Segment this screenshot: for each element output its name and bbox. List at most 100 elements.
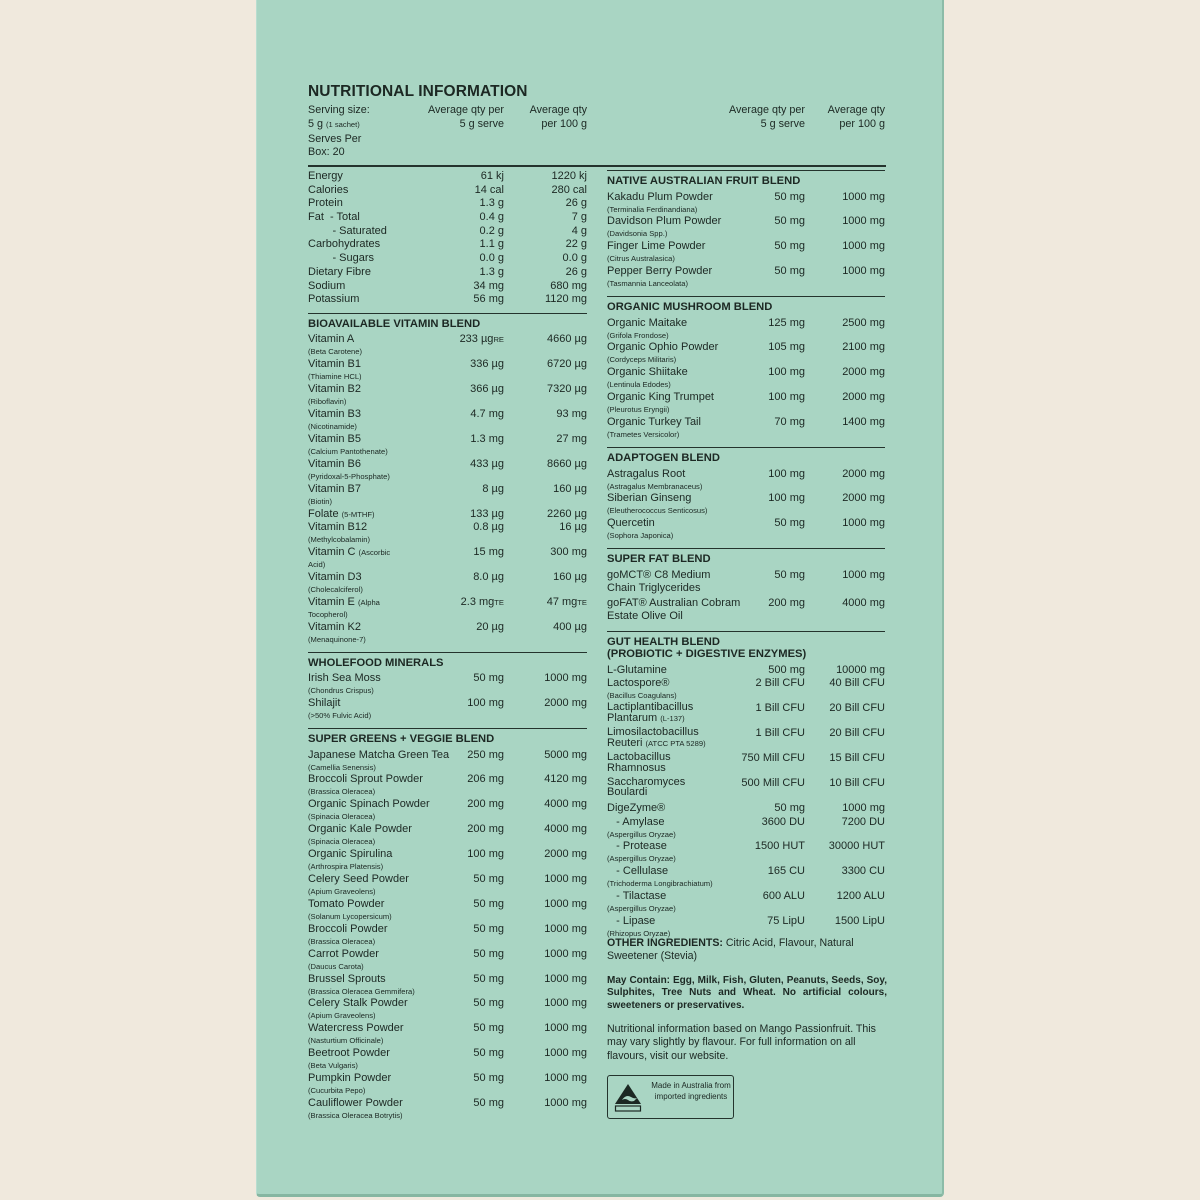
nutrient-name: DigeZyme®	[607, 802, 885, 815]
nutrient-row: Pumpkin Powder (Cucurbita Pepo) 50 mg 1000 …	[308, 1072, 587, 1097]
nutrient-row: Vitamin B3 (Nicotinamide) 4.7 mg 93 mg	[308, 408, 587, 433]
per-100g-value: 1000 mg	[544, 1072, 587, 1085]
nutrient-name: Vitamin D3	[308, 571, 587, 584]
per-serve-value: 4.7 mg	[470, 408, 504, 421]
nutrient-name-text: Brussel Sprouts	[308, 972, 386, 985]
per-serve-amount: 250 mg	[467, 748, 504, 761]
nutrient-source: (Riboflavin)	[308, 397, 347, 407]
nutrient-row: Vitamin B12 (Methylcobalamin) 0.8 µg 16 µg	[308, 521, 587, 546]
nutrient-name-text: Beetroot Powder	[308, 1047, 390, 1060]
nutrient-source: (Eleutherococcus Senticosus)	[607, 506, 708, 516]
per-100g-amount: 2000 mg	[842, 492, 885, 505]
per-100g-amount: 4000 mg	[544, 798, 587, 811]
nutrient-name: Vitamin C (Ascorbic	[308, 546, 587, 559]
nutrient-row: Calories 14 cal 280 cal	[308, 184, 587, 198]
nutrition-section: BIOAVAILABLE VITAMIN BLEND Vitamin A (Beta…	[308, 312, 587, 652]
per-serve-value: 1500 HUT	[755, 840, 805, 853]
nutrient-source: (L-137)	[660, 713, 685, 723]
other-ingredients-text: Citric Acid, Flavour, Natural Sweetener …	[607, 937, 854, 963]
nutrient-name: Celery Seed Powder	[308, 873, 587, 886]
nutrient-name: Vitamin B1	[308, 358, 587, 371]
nutrient-name: Davidson Plum Powder	[607, 215, 885, 228]
per-serve-value: 500 Mill CFU	[741, 777, 805, 790]
nutrient-name: goFAT® Australian Cobram Estate Olive Oi…	[607, 597, 885, 624]
nutrient-name-text: Vitamin K2	[308, 620, 361, 633]
per-serve-amount: 50 mg	[473, 897, 504, 910]
nutrient-source: (Thiamine HCL)	[308, 372, 362, 382]
per-serve-value: 366 µg	[470, 383, 504, 396]
per-100g-amount: 30000 HUT	[828, 840, 885, 853]
per-100g-amount: 1000 mg	[544, 672, 587, 685]
nutrient-row: Energy 61 kj 1220 kj	[308, 170, 587, 184]
per-serve-value: 50 mg	[774, 215, 805, 228]
nutrient-name: - Lipase	[607, 915, 885, 928]
per-serve-amount: 14 cal	[474, 183, 504, 196]
nutrient-source: (Spinacia Oleracea)	[308, 812, 376, 822]
per-100g-amount: 2000 mg	[544, 848, 587, 861]
per-100g-amount: 4 g	[571, 224, 587, 237]
per-serve-amount: 100 mg	[768, 391, 805, 404]
per-serve-amount: 100 mg	[768, 366, 805, 379]
nutrition-section: Energy 61 kj 1220 kj Calories 14 cal 280 cal P…	[308, 170, 587, 313]
per-serve-value: 206 mg	[467, 773, 504, 786]
per-100g-value: 26 g	[566, 197, 587, 211]
per-serve-value: 56 mg	[473, 293, 504, 307]
nutrient-name-text: Vitamin A	[308, 333, 355, 346]
per-100g-value: 7320 µg	[547, 383, 587, 396]
per-serve-amount: 1 Bill CFU	[755, 727, 805, 740]
per-serve-amount: 34 mg	[473, 279, 504, 292]
serving-size-note: (1 sachet)	[326, 119, 360, 129]
per-100g-amount: 3300 CU	[841, 865, 885, 878]
per-100g-amount: 4660 µg	[547, 333, 587, 346]
nutrient-row: Lactobacillus Rhamnosus 750 Mill CFU 15 Bi…	[607, 752, 885, 777]
nutrient-name-text: Irish Sea Moss	[308, 672, 381, 685]
nutrient-name-text: Vitamin E	[308, 595, 355, 608]
per-100g-value: 1000 mg	[842, 240, 885, 253]
per-serve-amount: 50 mg	[473, 1047, 504, 1060]
divider	[308, 165, 886, 167]
per-serve-value: 165 CU	[768, 865, 805, 878]
nutrient-name-text: Vitamin B6	[308, 457, 361, 470]
per-serve-value: 3600 DU	[762, 816, 805, 829]
per-100g-value: 27 mg	[556, 433, 587, 446]
per-serve-value: 50 mg	[473, 1022, 504, 1035]
per-100g-amount: 7200 DU	[841, 815, 885, 828]
per-100g-value: 20 Bill CFU	[829, 727, 885, 740]
per-100g-amount: 1000 mg	[544, 972, 587, 985]
nutrient-source: (Tasmannia Lanceolata)	[607, 279, 689, 289]
nutrient-row: Vitamin B2 (Riboflavin) 366 µg 7320 µg	[308, 383, 587, 408]
nutrient-name: Organic Ophio Powder	[607, 341, 885, 354]
nutrient-source: (Alpha	[357, 597, 380, 607]
section-heading: BIOAVAILABLE VITAMIN BLEND	[308, 317, 481, 330]
col-header-per-100g: Average qty per 100 g	[827, 104, 885, 130]
per-100g-value: 160 µg	[553, 483, 587, 496]
nutrient-row: DigeZyme® 50 mg 1000 mg	[607, 802, 885, 816]
nutrient-source: (Beta Vulgaris)	[308, 1061, 358, 1071]
per-100g-value: 20 Bill CFU	[829, 702, 885, 715]
nutrient-name: goMCT® C8 Medium Chain Triglycerides	[607, 569, 885, 596]
per-serve-amount: 50 mg	[473, 947, 504, 960]
nutrition-section: ADAPTOGEN BLEND Astragalus Root (Astragalu…	[607, 447, 885, 548]
made-in-australia-text: Made in Australia from imported ingredie…	[651, 1081, 731, 1101]
per-100g-amount: 1000 mg	[544, 922, 587, 935]
nutrient-row: Kakadu Plum Powder (Terminalia Ferdinandi…	[607, 191, 885, 216]
per-100g-value: 2000 mg	[842, 366, 885, 379]
per-serve-value: 50 mg	[774, 240, 805, 253]
per-serve-amount: 500 Mill CFU	[741, 776, 805, 789]
notes: OTHER INGREDIENTS: Citric Acid, Flavour,…	[607, 937, 887, 1074]
nutrient-name: Siberian Ginseng	[607, 492, 885, 505]
per-serve-value: 433 µg	[470, 458, 504, 471]
nutrient-name-text: Vitamin B5	[308, 432, 361, 445]
nutrient-source: (Apium Graveolens)	[308, 886, 376, 896]
nutrient-source: (Brassica Oleracea Botrytis)	[308, 1111, 403, 1120]
nutrient-row: Potassium 56 mg 1120 mg	[308, 293, 587, 307]
nutrient-name-text: - Tilactase	[607, 890, 667, 903]
per-serve-amount: 336 µg	[470, 358, 504, 371]
nutrient-source: (Aspergillus Oryzae)	[607, 904, 676, 914]
nutrient-name: Finger Lime Powder	[607, 240, 885, 253]
nutrient-row: Brussel Sprouts (Brassica Oleracea Gemmif…	[308, 973, 587, 998]
per-100g-value: 6720 µg	[547, 358, 587, 371]
per-serve-amount: 233 µg	[459, 333, 494, 346]
per-100g-amount: 2100 mg	[842, 341, 885, 354]
per-serve-value: 336 µg	[470, 358, 504, 371]
